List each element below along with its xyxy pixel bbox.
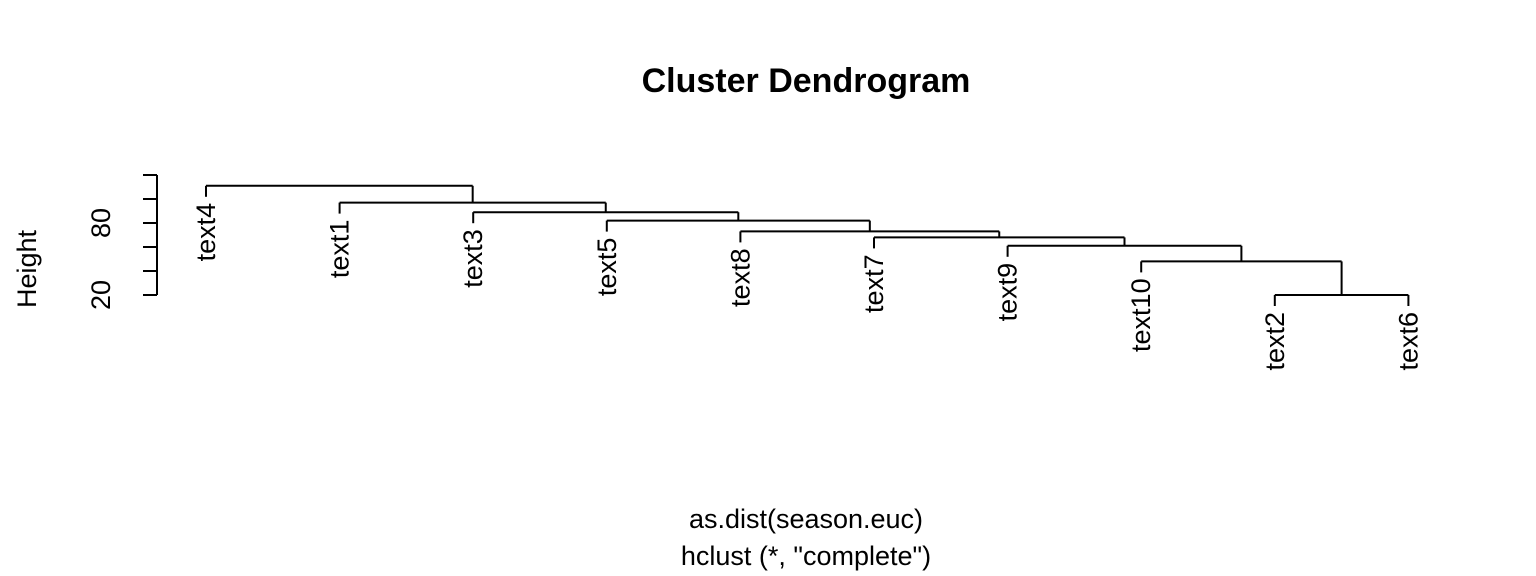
leaf-label: text10	[1126, 278, 1156, 352]
leaf-label: text9	[993, 263, 1023, 322]
leaf-label: text2	[1260, 312, 1290, 371]
dendrogram-branches	[205, 184, 1410, 306]
leaf-label: text1	[325, 220, 355, 279]
leaf-label: text4	[191, 203, 221, 262]
y-tick-label: 20	[86, 280, 116, 310]
chart-title: Cluster Dendrogram	[642, 62, 971, 100]
leaf-label: text7	[859, 254, 889, 313]
leaf-labels: text4 text1 text3 text5 text8 text7 text9 text1…	[191, 203, 1423, 371]
x-axis-label: as.dist(season.euc)	[689, 504, 923, 534]
method-sublabel: hclust (*, "complete")	[681, 541, 931, 571]
y-axis-label: Height	[12, 229, 42, 308]
y-tick-label: 80	[86, 208, 116, 238]
leaf-label: text3	[458, 229, 488, 288]
leaf-label: text6	[1393, 312, 1423, 371]
leaf-label: text5	[592, 238, 622, 297]
leaf-label: text8	[725, 248, 755, 307]
